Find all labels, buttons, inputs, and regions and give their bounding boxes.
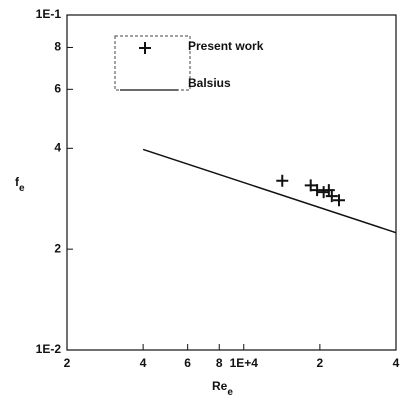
x-label-main: Re <box>212 379 228 393</box>
data-point <box>304 179 317 192</box>
legend-marker <box>139 42 151 54</box>
y-tick-label: 8 <box>54 40 61 54</box>
y-label-main: f <box>15 175 20 189</box>
y-label-sub: e <box>19 183 25 194</box>
legend-label: Present work <box>188 39 264 53</box>
x-tick-label: 1E+4 <box>230 356 259 370</box>
x-tick-label: 4 <box>140 356 147 370</box>
x-tick-label: 2 <box>64 356 71 370</box>
y-axis-label: fe <box>15 175 25 193</box>
legend-box <box>114 35 191 91</box>
data-point <box>325 190 338 203</box>
legend-label: Balsius <box>188 76 231 90</box>
x-label-sub: e <box>227 387 233 398</box>
data-point <box>276 174 289 187</box>
x-tick-label: 6 <box>184 356 191 370</box>
y-tick-label: 4 <box>54 140 61 154</box>
data-point <box>317 186 330 199</box>
data-point <box>311 184 324 197</box>
data-point <box>332 194 345 207</box>
y-tick-label: 1E-1 <box>36 7 62 21</box>
x-tick-label: 4 <box>393 356 400 370</box>
x-tick-label: 8 <box>216 356 223 370</box>
x-axis-label: Ree <box>212 379 233 397</box>
x-tick-label: 2 <box>317 356 324 370</box>
y-tick-label: 2 <box>54 241 61 255</box>
y-tick-label: 1E-2 <box>36 342 62 356</box>
y-tick-label: 6 <box>54 81 61 95</box>
plot-frame <box>66 14 397 351</box>
data-point <box>322 184 335 197</box>
data-line <box>142 148 397 234</box>
